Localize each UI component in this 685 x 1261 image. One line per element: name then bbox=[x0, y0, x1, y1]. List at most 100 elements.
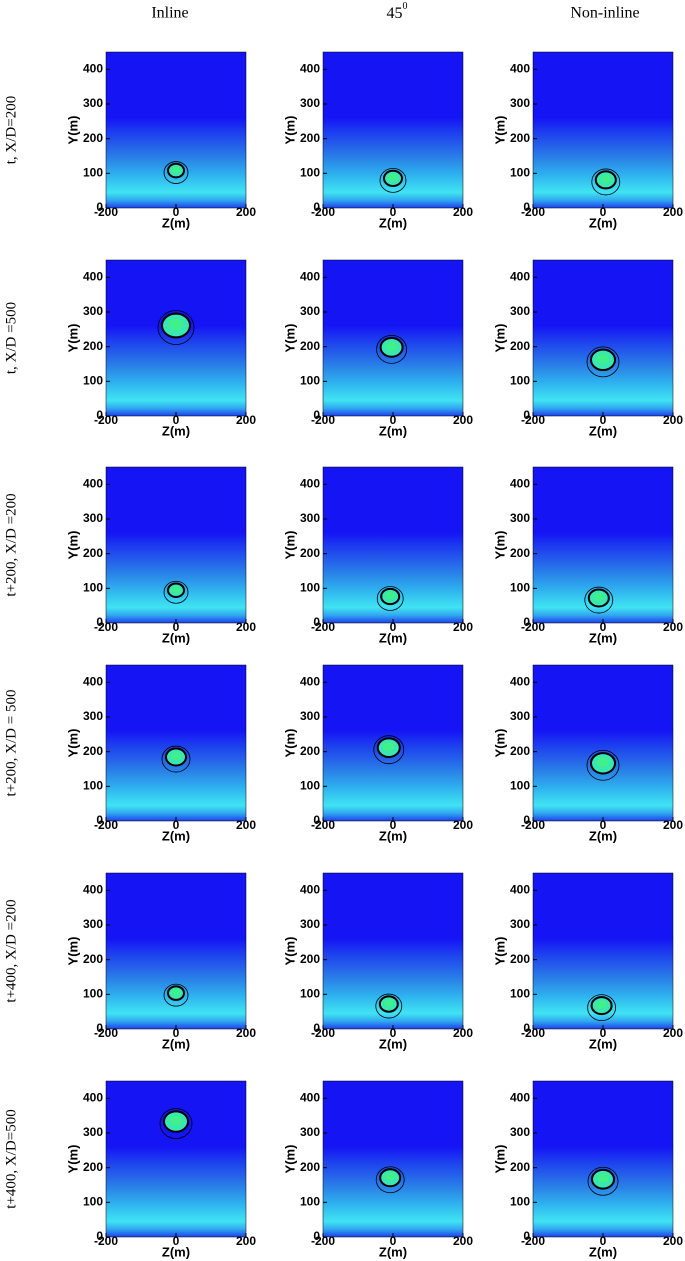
vortex-inner bbox=[171, 752, 181, 761]
vortex-inner bbox=[385, 1172, 396, 1181]
x-axis-label: Z(m) bbox=[379, 1244, 407, 1259]
x-tick-label: -200 bbox=[521, 205, 545, 219]
y-tick-label: 400 bbox=[83, 477, 103, 491]
vortex-outer-contour bbox=[586, 346, 620, 378]
vortex-outer-contour bbox=[376, 586, 404, 611]
y-tick-label: 300 bbox=[510, 511, 530, 525]
x-tick-label: -200 bbox=[311, 205, 335, 219]
vortex-outer-contour bbox=[587, 1166, 619, 1196]
y-tick-label: 100 bbox=[510, 987, 530, 1001]
contour-field bbox=[533, 260, 673, 416]
y-axis-label: Y(m) bbox=[492, 937, 507, 966]
y-tick-label: 300 bbox=[510, 1125, 530, 1139]
column-header: Inline bbox=[151, 5, 188, 22]
x-axis-label: Z(m) bbox=[589, 828, 617, 843]
y-tick-label: 100 bbox=[83, 987, 103, 1001]
x-tick-label: 200 bbox=[453, 1234, 473, 1248]
contour-field bbox=[323, 1081, 463, 1237]
y-tick-label: 400 bbox=[300, 62, 320, 76]
y-tick-label: 200 bbox=[300, 546, 320, 560]
y-axis-label: Y(m) bbox=[65, 324, 80, 353]
x-tick-label: 200 bbox=[663, 818, 683, 832]
y-tick-label: 400 bbox=[300, 270, 320, 284]
x-tick-label: -200 bbox=[94, 818, 118, 832]
x-tick-label: 200 bbox=[453, 1026, 473, 1040]
column-header: 45 bbox=[387, 5, 403, 22]
y-tick-label: 300 bbox=[300, 96, 320, 110]
x-tick-label: 200 bbox=[663, 1026, 683, 1040]
y-tick-label: 400 bbox=[510, 675, 530, 689]
y-tick-label: 400 bbox=[510, 1091, 530, 1105]
x-tick-label: -200 bbox=[94, 1026, 118, 1040]
x-axis-label: Z(m) bbox=[589, 1036, 617, 1051]
y-tick-label: 400 bbox=[300, 1091, 320, 1105]
x-tick-label: 0 bbox=[600, 413, 607, 427]
vortex-outer-contour bbox=[376, 334, 408, 364]
y-tick-label: 400 bbox=[83, 62, 103, 76]
y-tick-label: 100 bbox=[300, 987, 320, 1001]
y-tick-label: 100 bbox=[83, 374, 103, 388]
y-tick-label: 200 bbox=[510, 952, 530, 966]
x-tick-label: -200 bbox=[521, 620, 545, 634]
y-tick-label: 0 bbox=[96, 1021, 103, 1035]
x-tick-label: 200 bbox=[453, 413, 473, 427]
x-tick-label: 200 bbox=[236, 818, 256, 832]
y-axis-label: Y(m) bbox=[65, 937, 80, 966]
y-tick-label: 100 bbox=[510, 166, 530, 180]
vortex-inner bbox=[596, 1000, 607, 1009]
x-axis-label: Z(m) bbox=[379, 423, 407, 438]
vortex-outer-contour bbox=[591, 168, 621, 196]
y-tick-label: 100 bbox=[83, 166, 103, 180]
y-tick-label: 400 bbox=[83, 270, 103, 284]
row-label: t+200, X/D = 500 bbox=[3, 690, 19, 797]
row-label: t, X/D=200 bbox=[3, 96, 19, 164]
y-tick-label: 300 bbox=[300, 304, 320, 318]
y-tick-label: 300 bbox=[83, 304, 103, 318]
x-tick-label: 200 bbox=[236, 205, 256, 219]
x-tick-label: -200 bbox=[311, 413, 335, 427]
x-axis-label: Z(m) bbox=[379, 828, 407, 843]
y-tick-label: 0 bbox=[313, 813, 320, 827]
row-label: t+400, X/D =200 bbox=[3, 899, 19, 1002]
vortex-outer-contour bbox=[161, 745, 191, 773]
y-tick-label: 0 bbox=[313, 1229, 320, 1243]
vortex-outer-contour bbox=[586, 749, 620, 781]
y-tick-label: 100 bbox=[510, 374, 530, 388]
vortex-outer-contour bbox=[163, 161, 189, 184]
x-tick-label: 200 bbox=[236, 1026, 256, 1040]
y-tick-label: 0 bbox=[96, 408, 103, 422]
y-tick-label: 300 bbox=[83, 709, 103, 723]
y-tick-label: 400 bbox=[300, 477, 320, 491]
x-tick-label: -200 bbox=[521, 413, 545, 427]
y-tick-label: 100 bbox=[83, 581, 103, 595]
x-tick-label: -200 bbox=[94, 205, 118, 219]
x-tick-label: 0 bbox=[390, 1026, 397, 1040]
y-axis-label: Y(m) bbox=[65, 1145, 80, 1174]
y-tick-label: 100 bbox=[300, 374, 320, 388]
x-axis-label: Z(m) bbox=[589, 423, 617, 438]
y-axis-label: Y(m) bbox=[282, 729, 297, 758]
y-axis-label: Y(m) bbox=[282, 1145, 297, 1174]
x-axis-label: Z(m) bbox=[162, 1244, 190, 1259]
vortex-outer-contour bbox=[163, 983, 189, 1007]
y-tick-label: 0 bbox=[313, 408, 320, 422]
column-header-superscript: 0 bbox=[403, 1, 408, 12]
x-tick-label: 0 bbox=[600, 620, 607, 634]
x-tick-label: -200 bbox=[521, 1026, 545, 1040]
y-axis-label: Y(m) bbox=[492, 729, 507, 758]
contour-field bbox=[106, 665, 246, 821]
y-tick-label: 300 bbox=[83, 917, 103, 931]
y-tick-label: 0 bbox=[523, 615, 530, 629]
x-tick-label: -200 bbox=[311, 1234, 335, 1248]
y-axis-label: Y(m) bbox=[282, 937, 297, 966]
vortex-inner bbox=[172, 988, 180, 996]
y-tick-label: 100 bbox=[510, 581, 530, 595]
x-tick-label: 200 bbox=[236, 1234, 256, 1248]
contour-field bbox=[106, 467, 246, 623]
vortex-inner bbox=[385, 591, 395, 600]
y-tick-label: 300 bbox=[300, 1125, 320, 1139]
x-tick-label: 0 bbox=[390, 818, 397, 832]
y-tick-label: 200 bbox=[300, 952, 320, 966]
vortex-outer-contour bbox=[375, 993, 403, 1019]
